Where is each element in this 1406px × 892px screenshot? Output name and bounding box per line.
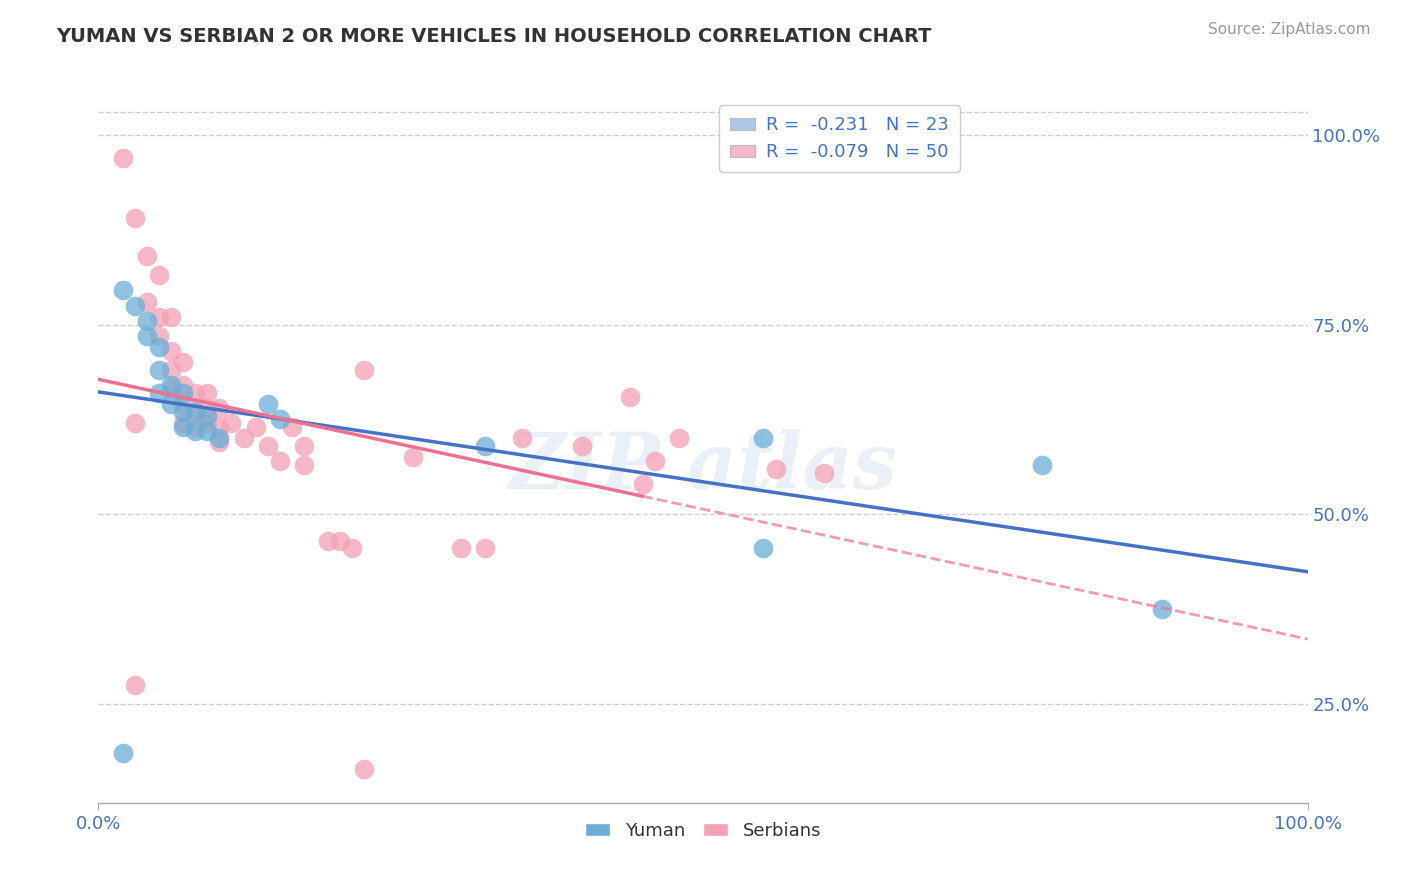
Point bbox=[148, 268, 170, 283]
Point bbox=[342, 541, 364, 556]
Point bbox=[269, 454, 291, 468]
Point bbox=[172, 378, 194, 392]
Point bbox=[329, 533, 352, 548]
Point bbox=[353, 363, 375, 377]
Point bbox=[245, 420, 267, 434]
Point bbox=[450, 541, 472, 556]
Point bbox=[474, 541, 496, 556]
Point bbox=[135, 314, 157, 328]
Point bbox=[184, 420, 207, 434]
Point bbox=[135, 249, 157, 263]
Point bbox=[208, 420, 231, 434]
Point bbox=[172, 405, 194, 419]
Point bbox=[195, 401, 218, 415]
Point bbox=[124, 299, 146, 313]
Point bbox=[571, 439, 593, 453]
Point bbox=[172, 416, 194, 430]
Point bbox=[148, 310, 170, 324]
Point bbox=[124, 211, 146, 226]
Point bbox=[135, 294, 157, 309]
Point bbox=[221, 416, 243, 430]
Point bbox=[160, 397, 183, 411]
Point bbox=[172, 420, 194, 434]
Point bbox=[765, 462, 787, 476]
Point bbox=[668, 431, 690, 445]
Point bbox=[111, 284, 134, 298]
Point bbox=[135, 329, 157, 343]
Point bbox=[184, 424, 207, 438]
Point bbox=[353, 762, 375, 776]
Point bbox=[208, 435, 231, 450]
Point bbox=[232, 431, 254, 445]
Point bbox=[752, 541, 775, 556]
Point bbox=[269, 412, 291, 426]
Point bbox=[619, 390, 641, 404]
Text: Source: ZipAtlas.com: Source: ZipAtlas.com bbox=[1208, 22, 1371, 37]
Point bbox=[1031, 458, 1053, 472]
Point bbox=[316, 533, 339, 548]
Point bbox=[124, 678, 146, 692]
Text: YUMAN VS SERBIAN 2 OR MORE VEHICLES IN HOUSEHOLD CORRELATION CHART: YUMAN VS SERBIAN 2 OR MORE VEHICLES IN H… bbox=[56, 27, 932, 45]
Point bbox=[160, 378, 183, 392]
Point bbox=[111, 747, 134, 761]
Point bbox=[172, 397, 194, 411]
Point bbox=[474, 439, 496, 453]
Point bbox=[813, 466, 835, 480]
Point bbox=[752, 431, 775, 445]
Point bbox=[111, 151, 134, 165]
Point bbox=[195, 416, 218, 430]
Point bbox=[195, 409, 218, 423]
Point bbox=[644, 454, 666, 468]
Legend: Yuman, Serbians: Yuman, Serbians bbox=[578, 815, 828, 847]
Point bbox=[256, 397, 278, 411]
Point bbox=[256, 439, 278, 453]
Point bbox=[148, 363, 170, 377]
Point bbox=[631, 477, 654, 491]
Point bbox=[195, 424, 218, 438]
Point bbox=[281, 420, 304, 434]
Point bbox=[292, 458, 315, 472]
Point bbox=[184, 385, 207, 400]
Point bbox=[160, 382, 183, 396]
Point bbox=[184, 405, 207, 419]
Point bbox=[160, 363, 183, 377]
Point bbox=[208, 401, 231, 415]
Point bbox=[184, 405, 207, 419]
Point bbox=[148, 329, 170, 343]
Point bbox=[124, 416, 146, 430]
Point bbox=[172, 355, 194, 369]
Point bbox=[160, 344, 183, 359]
Point bbox=[510, 431, 533, 445]
Point bbox=[208, 431, 231, 445]
Point bbox=[195, 385, 218, 400]
Point bbox=[148, 385, 170, 400]
Point bbox=[402, 450, 425, 465]
Point bbox=[160, 310, 183, 324]
Text: ZIP atlas: ZIP atlas bbox=[509, 429, 897, 506]
Point bbox=[148, 340, 170, 354]
Point bbox=[172, 385, 194, 400]
Point bbox=[292, 439, 315, 453]
Point bbox=[1152, 602, 1174, 616]
